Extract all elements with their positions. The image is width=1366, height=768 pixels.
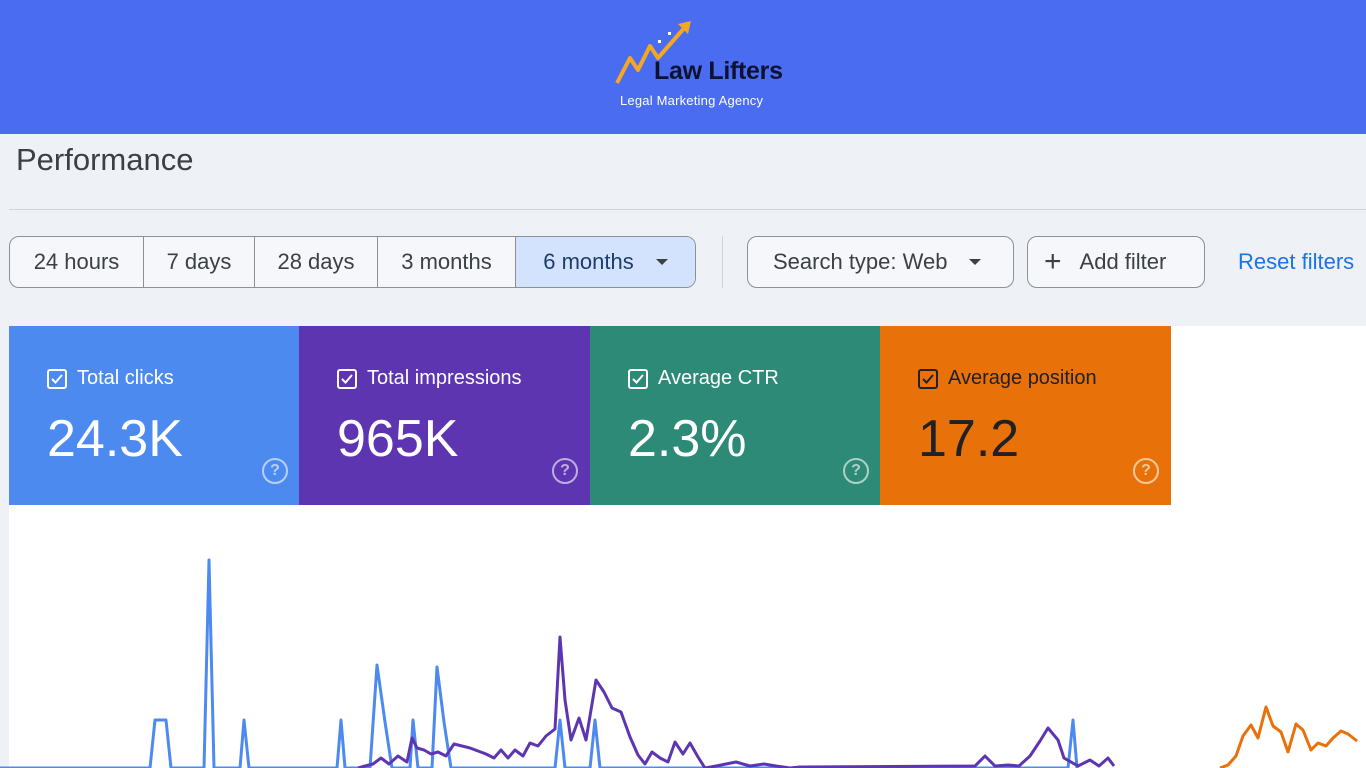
range-7-days[interactable]: 7 days [144, 237, 255, 287]
add-filter-label: Add filter [1079, 249, 1167, 274]
metric-value: 2.3% [628, 410, 747, 468]
help-icon[interactable]: ? [262, 458, 288, 484]
metric-label: Average position [948, 367, 1097, 389]
checkbox-checked-icon[interactable] [337, 368, 357, 389]
metric-label: Total clicks [77, 367, 174, 389]
caret-down-icon [969, 259, 982, 265]
series-line-total-impressions [357, 635, 1116, 768]
reset-filters-link[interactable]: Reset filters [1238, 249, 1355, 274]
metric-value: 965K [337, 410, 459, 468]
series-line-total-clicks [0, 558, 1079, 768]
brand-tagline: Legal Marketing Agency [620, 93, 764, 108]
caret-down-icon [655, 259, 668, 265]
metric-card-average-ctr[interactable]: Average CTR 2.3% ? [590, 326, 881, 505]
range-6-months[interactable]: 6 months [516, 237, 695, 287]
page-title: Performance [16, 142, 194, 177]
metric-label: Average CTR [658, 367, 779, 389]
range-28-days[interactable]: 28 days [255, 237, 378, 287]
help-icon[interactable]: ? [552, 458, 578, 484]
metric-card-total-clicks[interactable]: Total clicks 24.3K ? [9, 326, 300, 505]
metric-value: 17.2 [918, 410, 1020, 468]
help-icon[interactable]: ? [843, 458, 869, 484]
range-6-months-label: 6 months [543, 249, 634, 274]
checkbox-checked-icon[interactable] [628, 368, 648, 389]
range-24-hours[interactable]: 24 hours [10, 237, 144, 287]
plus-icon: + [1044, 245, 1062, 278]
brand-logo: Law Lifters Legal Marketing Agency [612, 20, 802, 115]
metric-card-average-position[interactable]: Average position 17.2 ? [880, 326, 1171, 505]
series-line-average-position [1219, 705, 1358, 768]
brand-banner: Law Lifters Legal Marketing Agency [0, 0, 1366, 134]
date-range-selector: 24 hours 7 days 28 days 3 months 6 month… [9, 236, 696, 288]
checkbox-checked-icon[interactable] [918, 368, 938, 389]
search-type-label: Search type: Web [773, 249, 948, 274]
metric-card-total-impressions[interactable]: Total impressions 965K ? [299, 326, 590, 505]
toolbar-separator [722, 236, 723, 288]
help-icon[interactable]: ? [1133, 458, 1159, 484]
metric-label: Total impressions [367, 367, 522, 389]
metric-value: 24.3K [47, 410, 183, 468]
rising-arrow-logo-icon [615, 21, 691, 84]
search-type-dropdown[interactable]: Search type: Web [747, 236, 1014, 288]
header-divider [9, 209, 1366, 210]
brand-name: Law Lifters [654, 57, 783, 85]
range-3-months[interactable]: 3 months [378, 237, 516, 287]
add-filter-button[interactable]: + Add filter [1027, 236, 1205, 288]
checkbox-checked-icon[interactable] [47, 368, 67, 389]
